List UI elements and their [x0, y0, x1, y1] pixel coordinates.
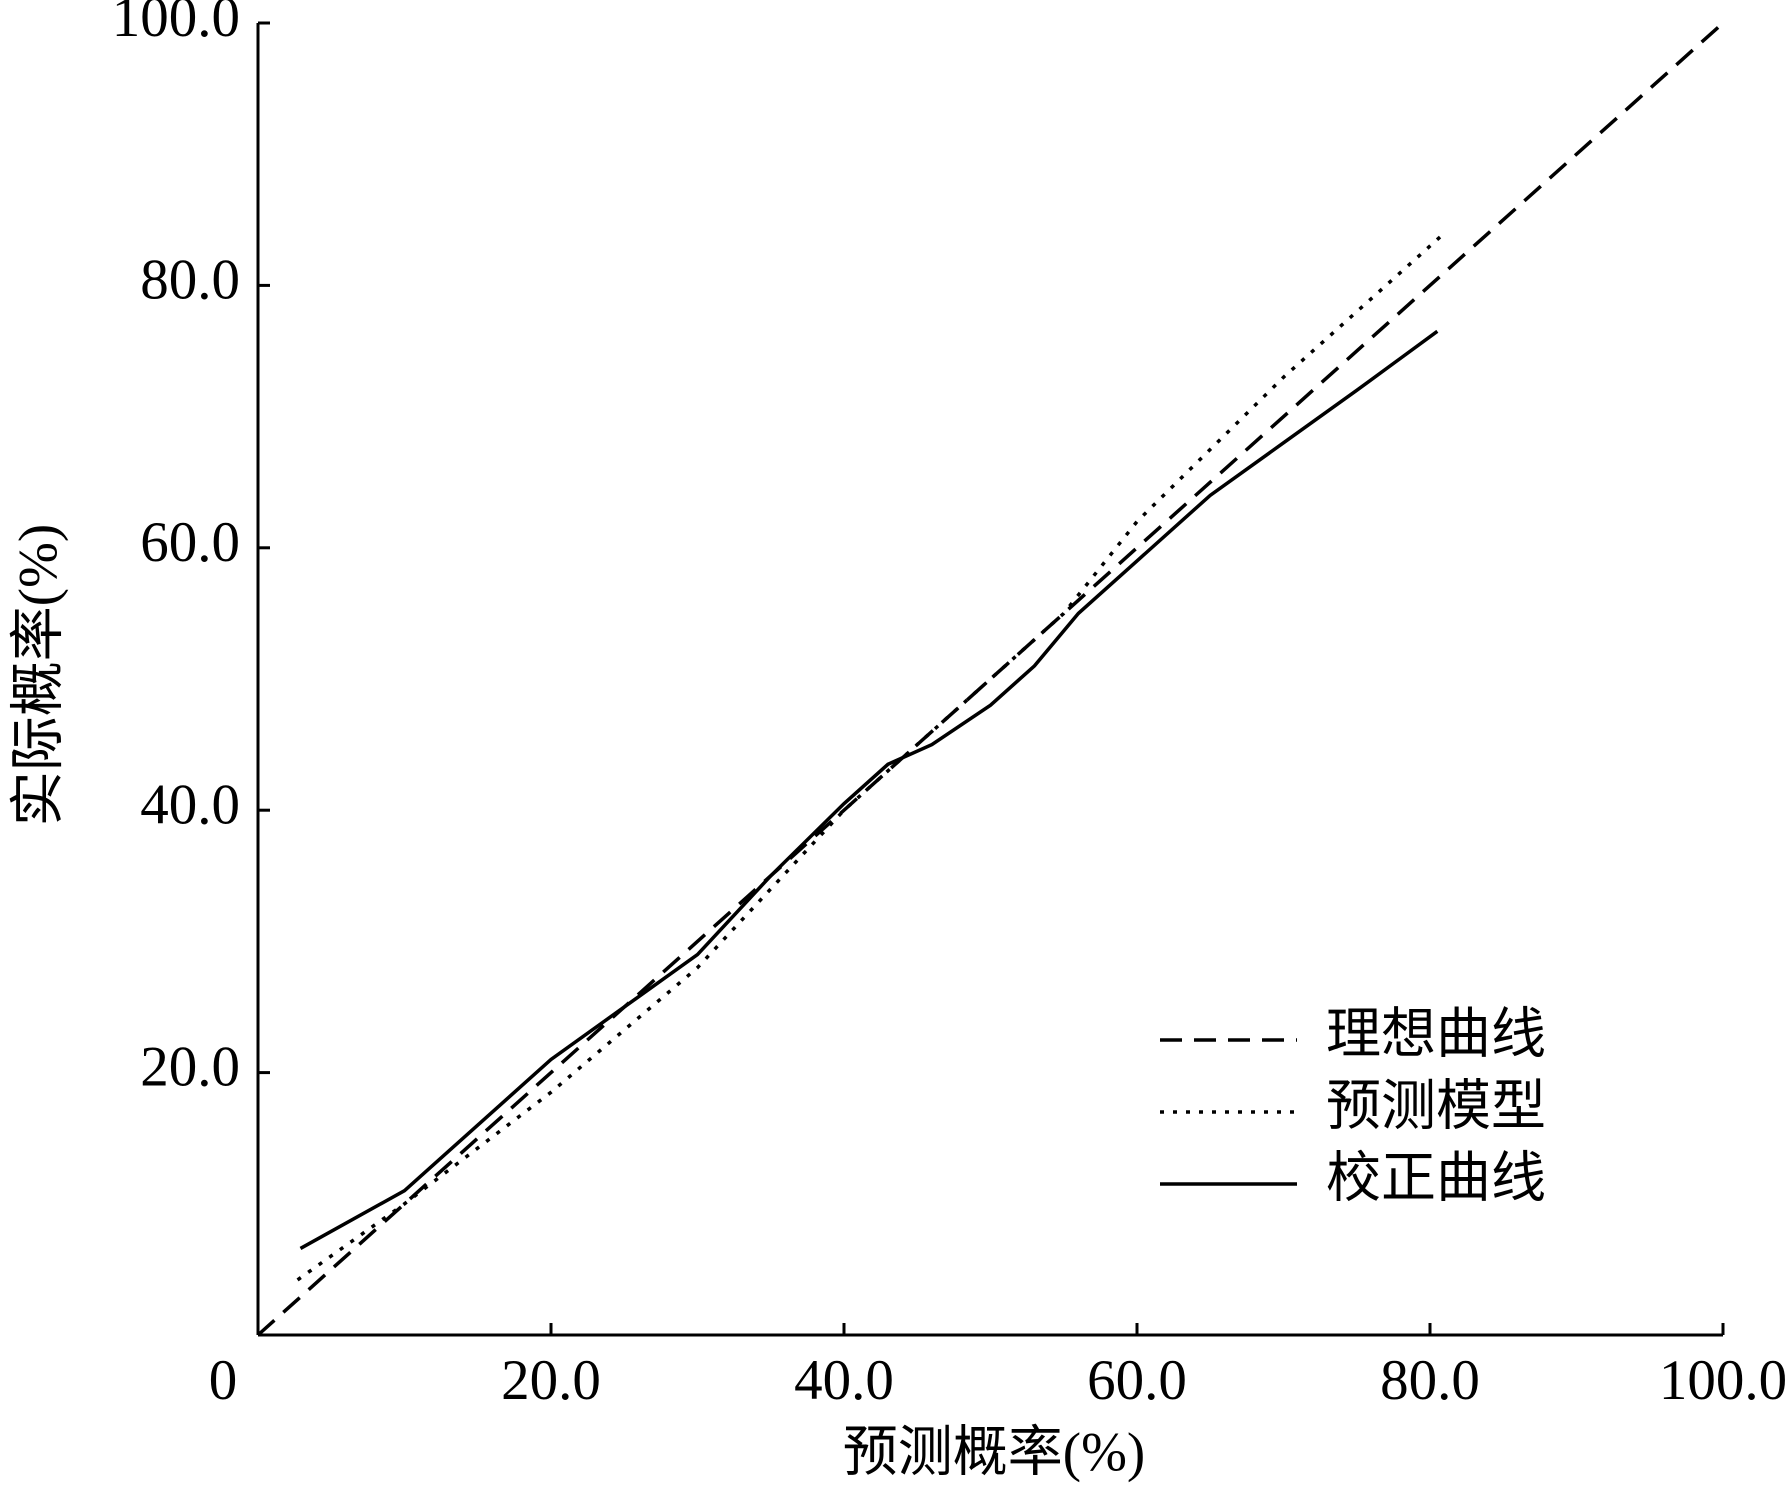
- legend-label: 预测模型: [1326, 1076, 1546, 1137]
- x-axis-label: 预测概率(%): [843, 1422, 1145, 1483]
- series-line: [299, 329, 1439, 1250]
- x-tick-label: 80.0: [1380, 1349, 1480, 1412]
- series-line: [256, 21, 1725, 1337]
- y-tick-label: 60.0: [140, 511, 240, 574]
- legend-label: 校正曲线: [1326, 1148, 1546, 1209]
- series-line: [296, 231, 1446, 1282]
- legend-label: 理想曲线: [1326, 1004, 1546, 1065]
- y-tick-label: 100.0: [112, 0, 240, 49]
- y-tick-label: 40.0: [140, 773, 240, 836]
- x-tick-label: 100.0: [1659, 1349, 1787, 1412]
- y-axis-label: 实际概率(%): [8, 524, 69, 826]
- y-tick-label: 20.0: [140, 1036, 240, 1099]
- x-tick-label: 0: [209, 1349, 238, 1412]
- x-tick-label: 60.0: [1087, 1349, 1187, 1412]
- y-tick-label: 80.0: [140, 248, 240, 311]
- x-tick-label: 40.0: [794, 1349, 894, 1412]
- x-tick-label: 20.0: [501, 1349, 601, 1412]
